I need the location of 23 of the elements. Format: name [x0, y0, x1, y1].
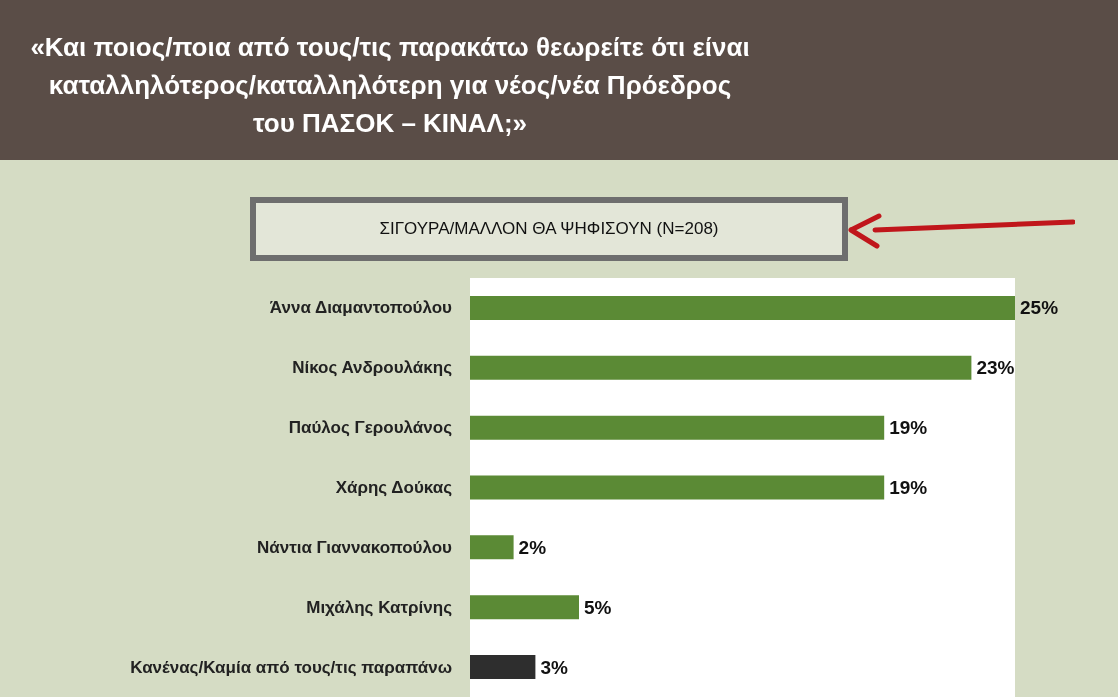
- bar: [470, 655, 536, 680]
- data-label: 19%: [889, 417, 928, 439]
- bar: [470, 475, 885, 500]
- chart-subtitle: ΣΙΓΟΥΡΑ/ΜΑΛΛΟΝ ΘΑ ΨΗΦΙΣΟΥΝ (N=208): [250, 197, 848, 261]
- bar: [470, 415, 885, 440]
- bar: [470, 595, 579, 620]
- y-tick-label: Παύλος Γερουλάνος: [288, 418, 453, 438]
- y-tick-label: Χάρης Δούκας: [335, 478, 453, 497]
- bar: [470, 355, 972, 380]
- chart-title: «Και ποιος/ποια από τους/τις παρακάτω θεωρείτε ότι είναι καταλληλότερος/καταλληλότερη για νέος/νέα Πρόεδρος του ΠΑΣΟΚ – ΚΙΝΑΛ;»: [30, 31, 750, 140]
- data-label: 3%: [540, 656, 568, 678]
- y-tick-label: Κανένας/Καμία από τους/τις παραπάνω: [130, 657, 452, 677]
- y-tick-label: Μιχάλης Κατρίνης: [306, 597, 453, 617]
- bar: [470, 535, 514, 560]
- data-label: 5%: [584, 596, 612, 618]
- data-label: 25%: [1020, 297, 1059, 319]
- data-label: 19%: [889, 477, 928, 498]
- bar: [470, 295, 1015, 320]
- y-tick-label: Νίκος Ανδρουλάκης: [292, 358, 453, 378]
- y-tick-label: Νάντια Γιαννακοπούλου: [256, 537, 453, 557]
- data-label: 23%: [976, 357, 1015, 379]
- data-label: 2%: [518, 536, 547, 558]
- y-tick-label: Άννα Διαμαντοπούλου: [269, 298, 453, 318]
